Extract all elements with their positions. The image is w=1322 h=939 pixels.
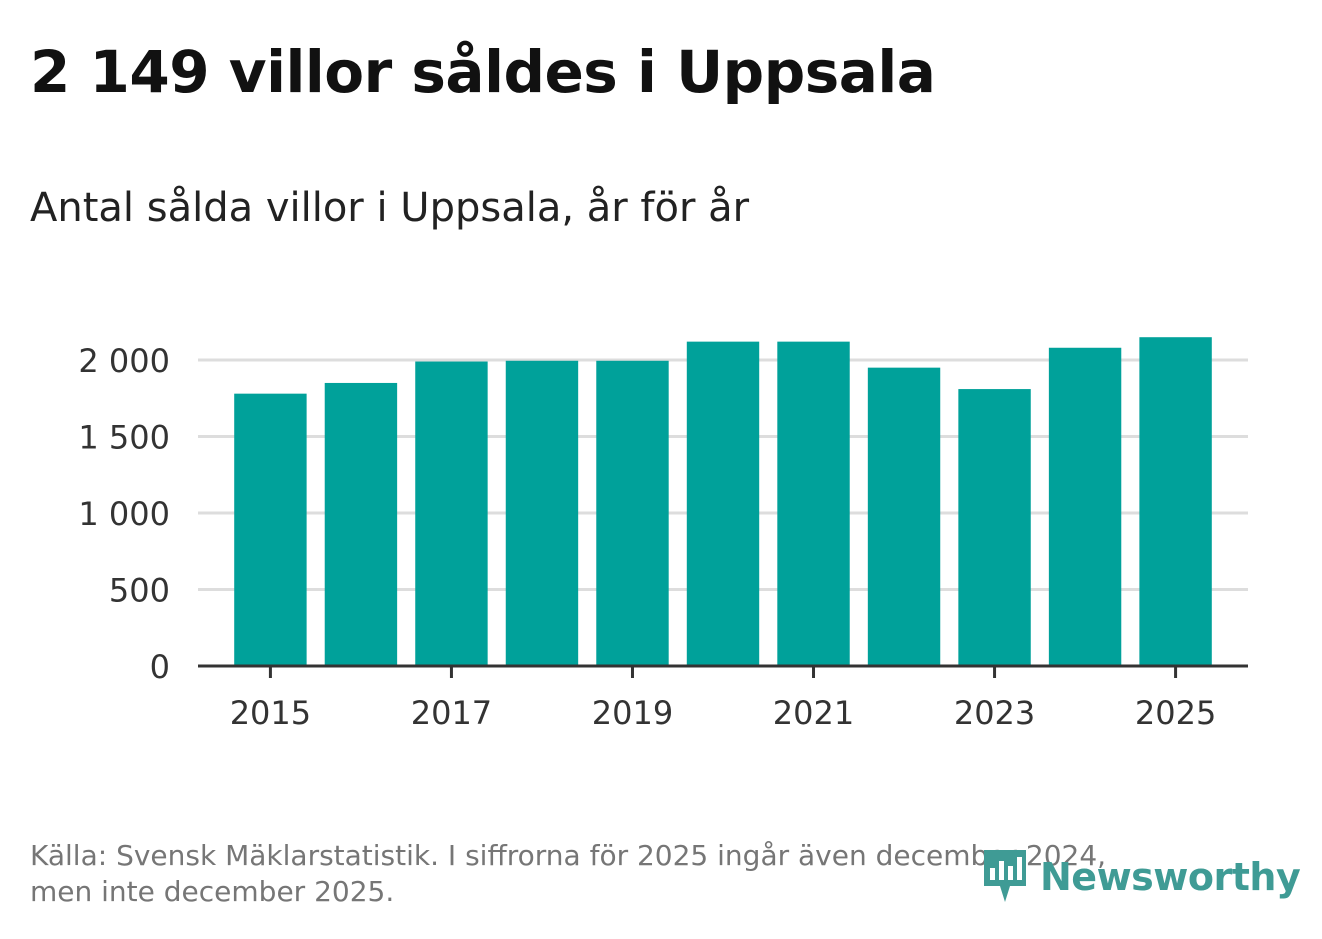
x-tick-label: 2021 (773, 694, 854, 732)
bars (234, 337, 1212, 666)
y-tick-label: 500 (109, 572, 170, 610)
y-tick-label: 1 500 (78, 419, 170, 457)
bar-2023 (958, 389, 1031, 666)
bar-2015 (234, 393, 307, 666)
y-tick-label: 0 (150, 648, 170, 686)
bar-2020 (686, 341, 760, 666)
bar-2016 (324, 382, 398, 666)
source-line-2: men inte december 2025. (30, 875, 395, 908)
newsworthy-logo-icon (984, 850, 1026, 902)
bar-2022 (867, 367, 941, 666)
y-tick-label: 1 000 (78, 495, 170, 533)
brand-name: Newsworthy (1040, 855, 1301, 899)
bar-2018 (505, 360, 579, 666)
bar-2021 (777, 341, 850, 666)
y-tick-label: 2 000 (78, 342, 170, 380)
x-tick-label: 2017 (411, 694, 492, 732)
bar-2017 (415, 361, 488, 666)
chart-subtitle: Antal sålda villor i Uppsala, år för år (30, 185, 750, 231)
axes: 0 500 1 000 1 500 2 000 2015 2017 2019 2021 2023 2… (78, 342, 1248, 732)
bar-2025 (1139, 337, 1212, 666)
brand-logo: Newsworthy (980, 846, 1301, 908)
source-line-1: Källa: Svensk Mäklarstatistik. I siffror… (30, 839, 1107, 872)
bar-2019 (596, 360, 669, 666)
x-tick-label: 2025 (1135, 694, 1216, 732)
x-tick-label: 2015 (230, 694, 311, 732)
bar-2024 (1048, 347, 1122, 666)
x-tick-label: 2023 (954, 694, 1035, 732)
x-tick-label: 2019 (592, 694, 673, 732)
chart-title: 2 149 villor såldes i Uppsala (30, 38, 936, 106)
source-note: Källa: Svensk Mäklarstatistik. I siffror… (30, 838, 1230, 910)
